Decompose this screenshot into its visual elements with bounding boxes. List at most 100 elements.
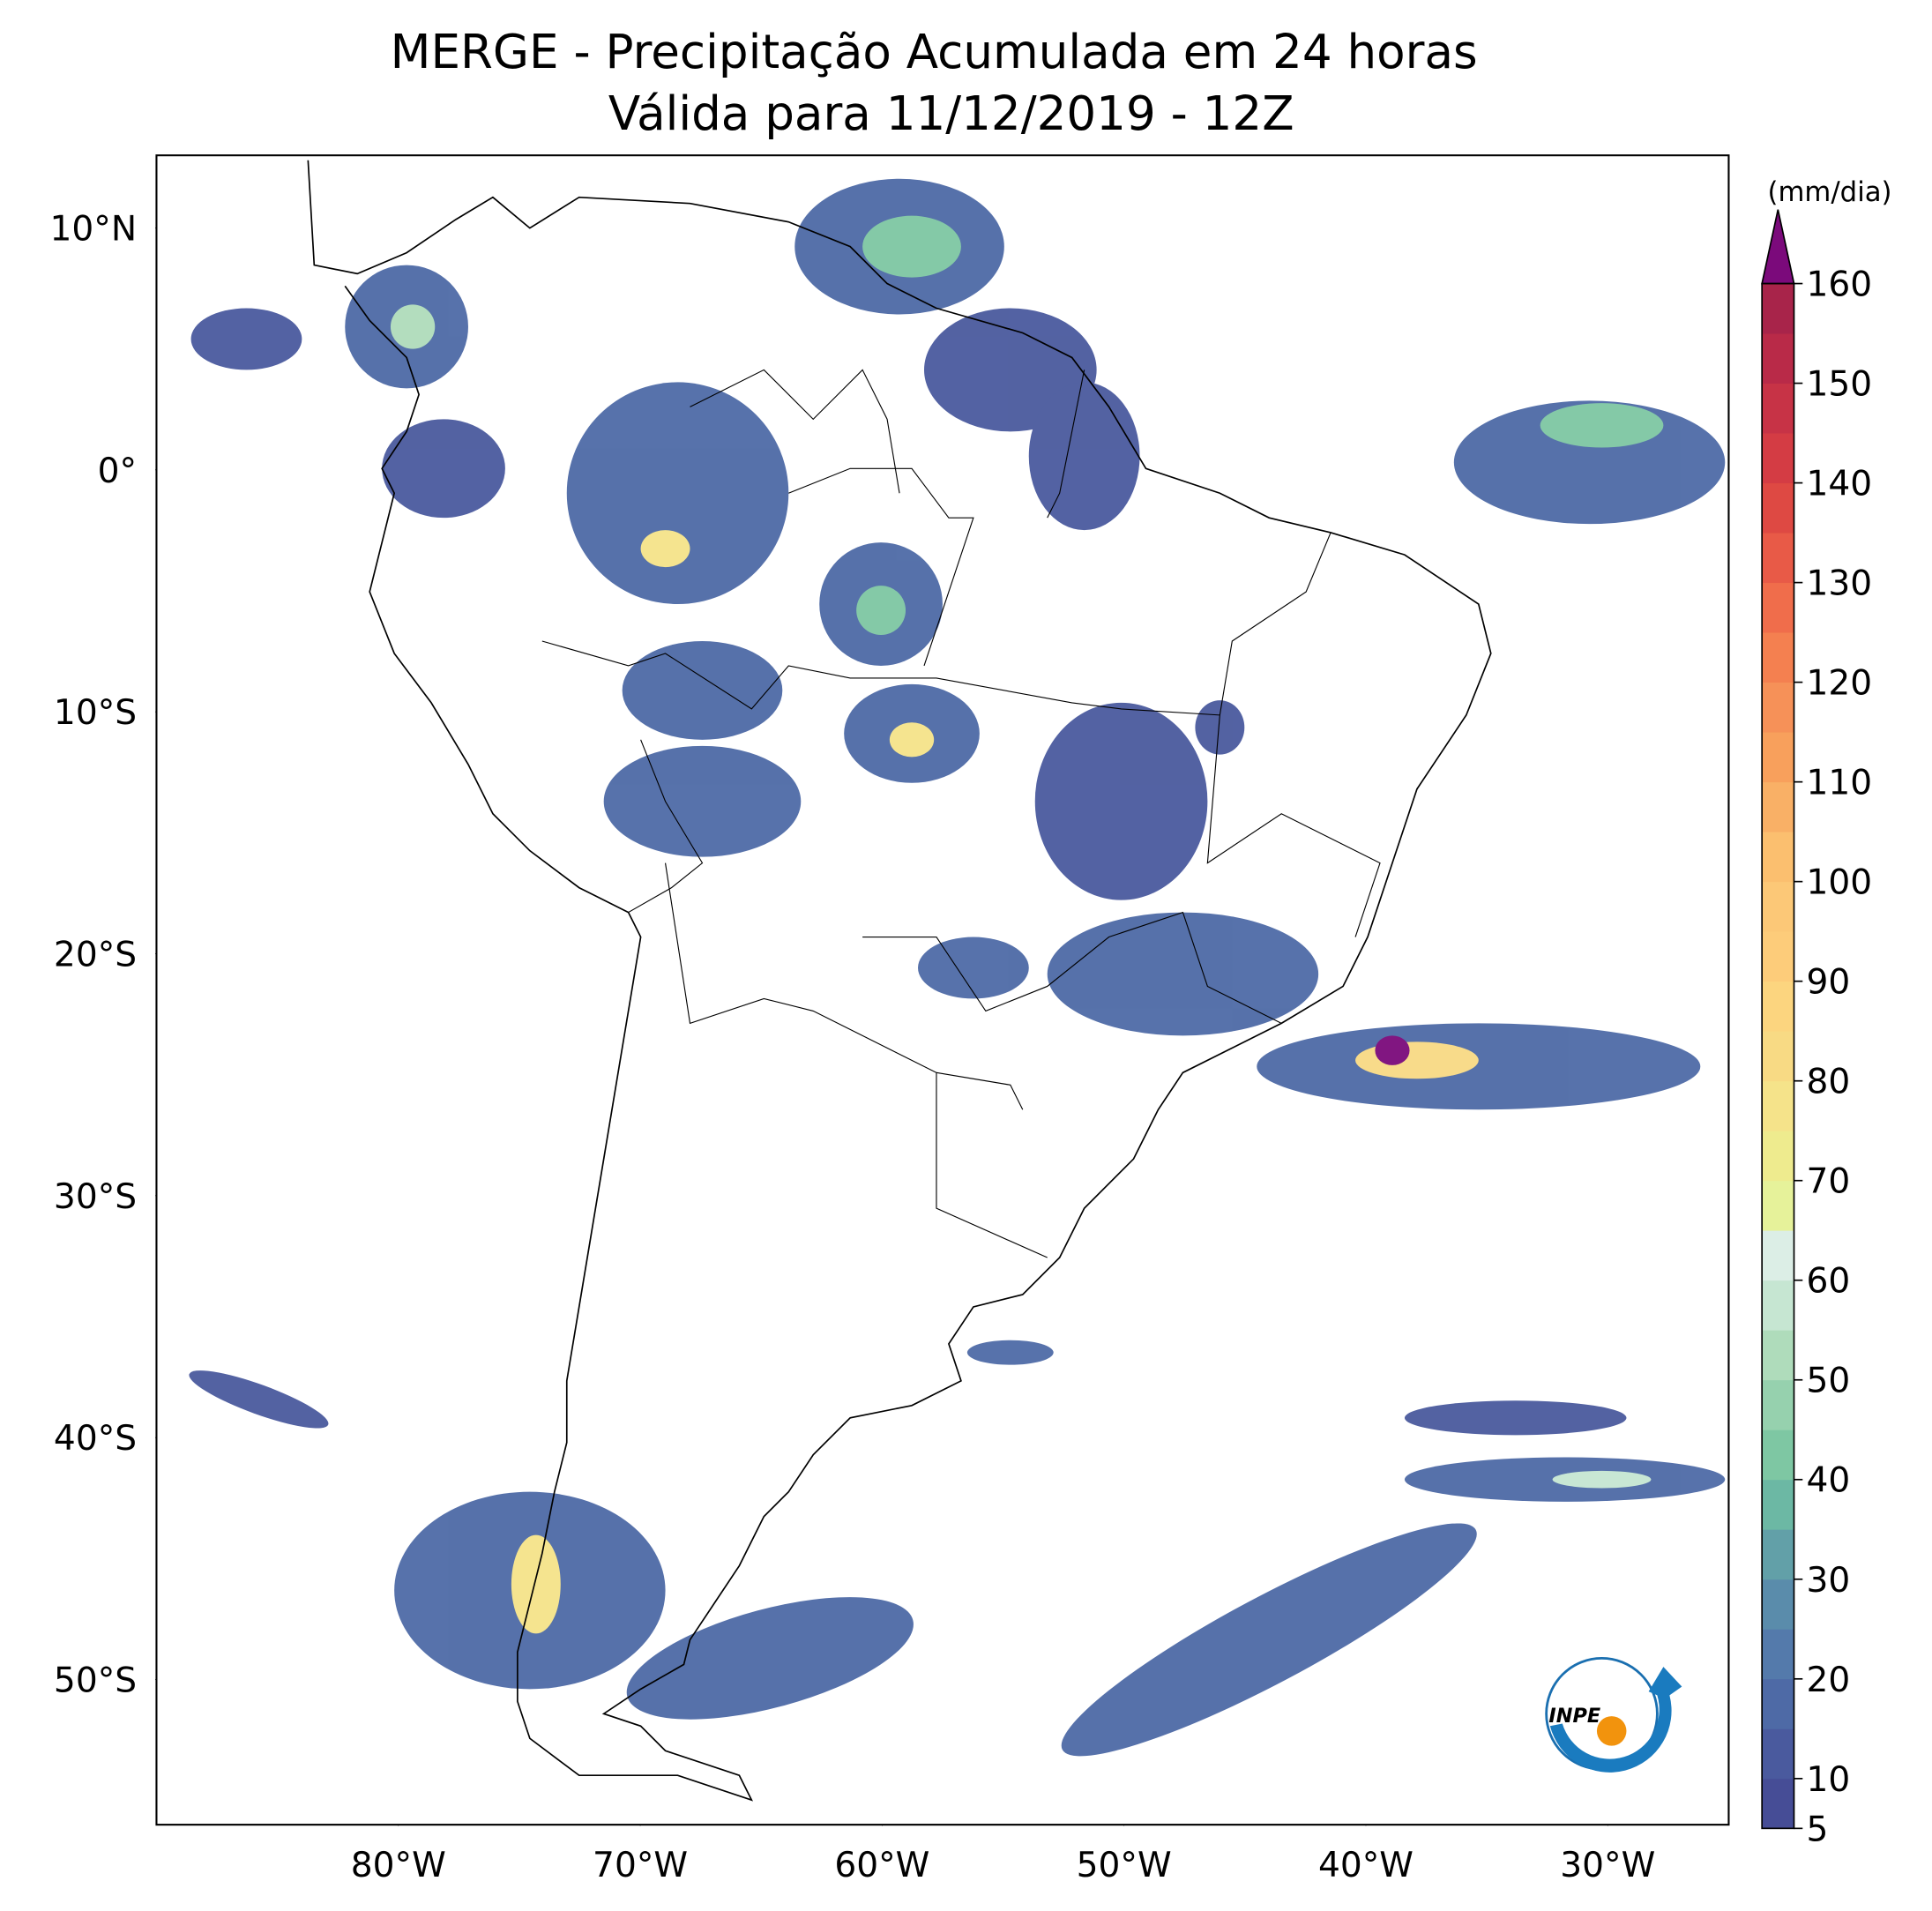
colorbar-segment [1762, 1479, 1794, 1530]
rain-area [966, 1340, 1054, 1365]
rain-area [1375, 1035, 1410, 1065]
y-tick-label: 10°S [54, 693, 137, 733]
colorbar-segment [1762, 1230, 1794, 1281]
colorbar-segment [1762, 632, 1794, 683]
colorbar-tick-label: 140 [1806, 465, 1872, 504]
rain-area [511, 1534, 561, 1634]
inpe-logo: INPE [1545, 1656, 1682, 1773]
y-tick-label: 30°S [54, 1177, 137, 1217]
colorbar-frame [1761, 282, 1795, 1830]
colorbar-tick-label: 110 [1806, 764, 1872, 803]
x-tick-label: 70°W [593, 1846, 688, 1885]
colorbar-tick-label: 80 [1806, 1063, 1850, 1102]
rain-area [390, 304, 436, 349]
colorbar-segment [1762, 1180, 1794, 1231]
colorbar-segment [1762, 981, 1794, 1032]
rain-area [382, 419, 505, 519]
rain-area [1540, 403, 1664, 448]
colorbar-segment [1762, 1678, 1794, 1729]
colorbar-segment [1762, 582, 1794, 633]
coastline [307, 160, 1492, 1802]
colorbar-segment [1762, 682, 1794, 733]
colorbar-tick-label: 50 [1806, 1362, 1850, 1401]
colorbar-tick-label: 60 [1806, 1262, 1850, 1302]
colorbar-segment [1762, 1579, 1794, 1630]
colorbar-label: (mm/dia) [1767, 176, 1891, 208]
colorbar-segment [1762, 1629, 1794, 1680]
colorbar-tick-label: 10 [1806, 1760, 1850, 1800]
rain-area [626, 1597, 914, 1720]
logo-text: INPE [1548, 1705, 1600, 1728]
colorbar-segment [1762, 1131, 1794, 1182]
subtitle: Válida para 11/12/2019 - 12Z [608, 86, 1294, 141]
x-tick-label: 80°W [351, 1846, 446, 1885]
rain-area [889, 722, 935, 758]
colorbar-segment [1762, 1728, 1794, 1780]
colorbar-tick-label: 120 [1806, 664, 1872, 704]
x-tick-label: 30°W [1560, 1846, 1655, 1885]
colorbar-segment [1762, 1430, 1794, 1481]
rain-area [856, 586, 906, 636]
map-frame [155, 154, 1730, 1826]
colorbar-segment [1762, 781, 1794, 832]
colorbar-tick-label: 5 [1806, 1810, 1828, 1849]
colorbar-segment [1762, 1080, 1794, 1131]
x-tick-label: 40°W [1318, 1846, 1414, 1885]
colorbar-segment [1762, 1330, 1794, 1381]
colorbar-segment [1762, 383, 1794, 434]
colorbar-tick-label: 20 [1806, 1661, 1850, 1700]
colorbar-segment [1762, 881, 1794, 932]
colorbar-segment [1762, 1778, 1794, 1829]
colorbar-tick-label: 30 [1806, 1561, 1850, 1601]
rain-area [566, 382, 789, 605]
rain-area [1195, 700, 1245, 755]
y-tick-label: 50°S [54, 1661, 137, 1700]
colorbar-tick-label: 70 [1806, 1162, 1850, 1202]
y-tick-label: 10°N [50, 209, 138, 249]
colorbar-tick-label: 40 [1806, 1461, 1850, 1501]
rain-area [862, 215, 961, 278]
rain-area [1061, 1523, 1477, 1757]
colorbar-tick-label: 100 [1806, 863, 1872, 903]
y-tick-label: 0° [98, 452, 137, 491]
colorbar-tick-label: 150 [1806, 365, 1872, 405]
colorbar-segment [1762, 1280, 1794, 1331]
colorbar-segment [1762, 333, 1794, 384]
y-tick-label: 40°S [54, 1419, 137, 1459]
rain-area [189, 1370, 329, 1429]
rain-area [918, 937, 1029, 999]
logo-arrow [1549, 1667, 1682, 1773]
rain-area [1257, 1023, 1701, 1110]
precipitation-field [189, 178, 1726, 1757]
rain-area [190, 308, 302, 370]
rain-area [1034, 702, 1208, 900]
rain-area [1047, 912, 1319, 1036]
rain-area [1552, 1470, 1652, 1489]
colorbar-segment [1762, 1529, 1794, 1580]
rain-area [1404, 1400, 1627, 1436]
colorbar-tick-label: 160 [1806, 265, 1872, 305]
rain-area [622, 640, 783, 740]
title: MERGE - Precipitação Acumulada em 24 hor… [391, 25, 1478, 79]
colorbar-tick-label: 130 [1806, 564, 1872, 604]
colorbar-segment [1762, 533, 1794, 584]
colorbar-segment [1762, 1379, 1794, 1430]
rain-area [640, 530, 690, 568]
rain-area [603, 745, 802, 857]
colorbar-segment [1762, 433, 1794, 484]
x-tick-label: 50°W [1077, 1846, 1172, 1885]
colorbar-segment [1762, 482, 1794, 534]
colorbar-segment [1762, 732, 1794, 783]
colorbar-segment [1762, 832, 1794, 883]
x-tick-label: 60°W [834, 1846, 929, 1885]
colorbar-segment [1762, 1031, 1794, 1082]
logo-sun [1596, 1716, 1627, 1746]
colorbar-segment [1762, 283, 1794, 334]
country-borders [541, 369, 1381, 1258]
y-tick-label: 20°S [54, 935, 137, 974]
rain-area [1028, 382, 1140, 531]
colorbar-tick-label: 90 [1806, 963, 1850, 1003]
colorbar-segment [1762, 931, 1794, 982]
